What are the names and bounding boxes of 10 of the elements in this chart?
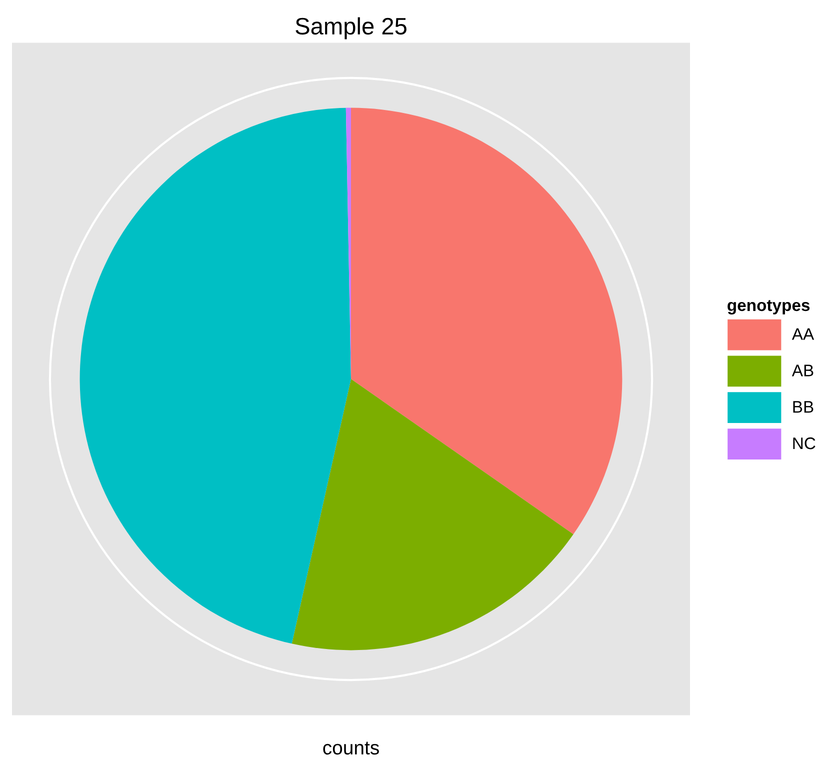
pie-slice bbox=[351, 108, 622, 534]
legend-label: AA bbox=[792, 328, 814, 340]
chart-title: Sample 25 bbox=[296, 17, 406, 40]
legend-label: AB bbox=[792, 364, 814, 376]
pie-slice bbox=[292, 379, 574, 650]
pie-slice bbox=[80, 108, 351, 644]
text: counts bbox=[323, 742, 379, 755]
legend-label: NC bbox=[793, 437, 816, 450]
legend-title: genotypes bbox=[728, 300, 810, 314]
legend-label: BB bbox=[793, 401, 814, 413]
